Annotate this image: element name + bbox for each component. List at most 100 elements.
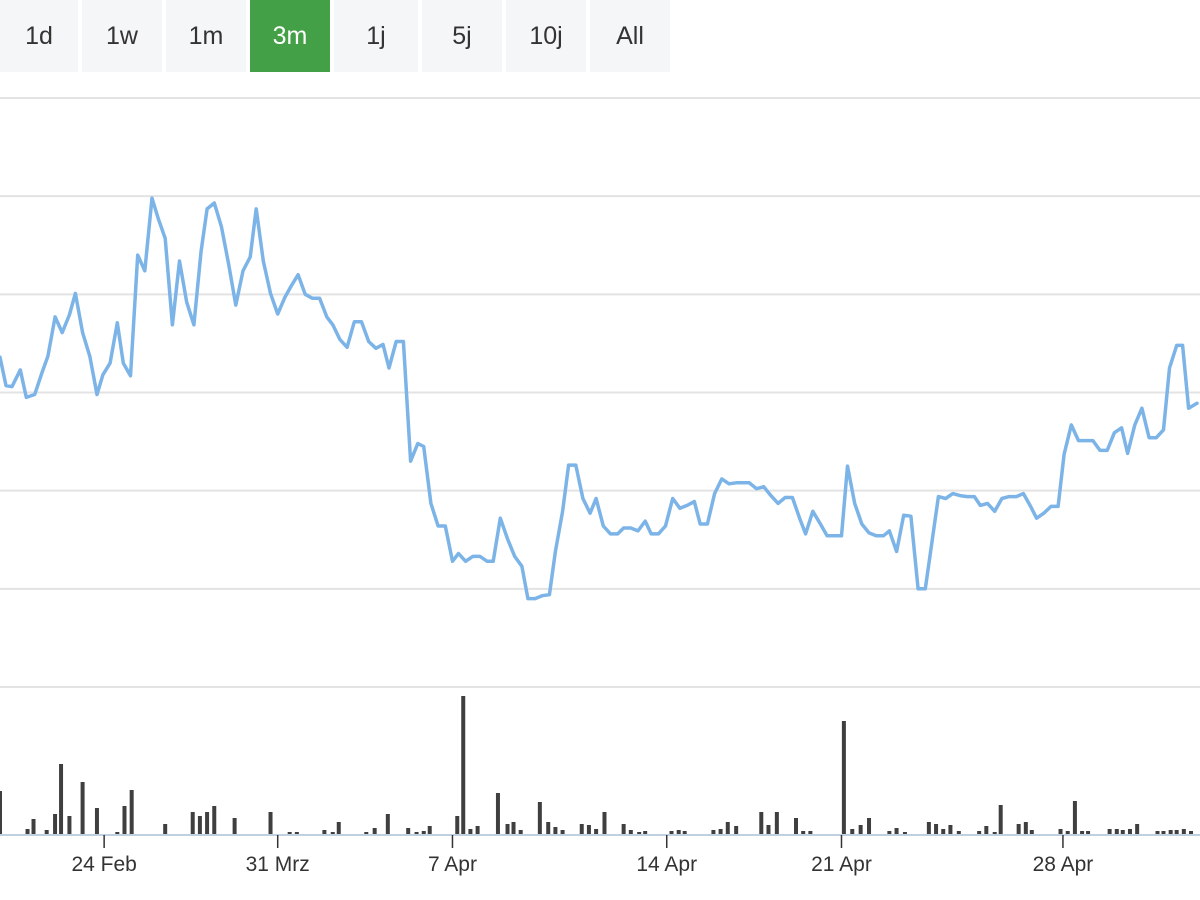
volume-bar [858, 825, 863, 834]
volume-bar [841, 721, 846, 834]
volume-bar [44, 830, 49, 834]
x-tick-label: 21 Apr [811, 853, 872, 876]
volume-bar [977, 831, 982, 834]
volume-bar [546, 822, 551, 834]
range-button-1j[interactable]: 1j [334, 0, 418, 72]
volume-bar [1065, 831, 1070, 834]
volume-bar [643, 831, 648, 834]
volume-bar [579, 824, 584, 834]
volume-bar [495, 793, 500, 834]
volume-bar [948, 825, 953, 834]
volume-bar [1161, 831, 1166, 834]
volume-bar [163, 824, 168, 834]
volume-bar [67, 816, 72, 834]
volume-bar [287, 832, 292, 834]
volume-bar [718, 829, 723, 834]
volume-bar [1016, 824, 1021, 834]
volume-bar [268, 812, 273, 834]
volume-bar [621, 824, 626, 834]
x-tick-label: 7 Apr [428, 853, 477, 876]
volume-bar [461, 696, 466, 834]
volume-bar [455, 816, 460, 834]
volume-bar [427, 826, 432, 834]
volume-bar [934, 824, 939, 834]
x-tick-label: 14 Apr [636, 853, 697, 876]
volume-bar [941, 829, 946, 834]
volume-bar [129, 790, 134, 834]
range-selector: 1d 1w 1m 3m 1j 5j 10j All [0, 0, 674, 72]
volume-bar [190, 812, 195, 834]
volume-bar [759, 812, 764, 834]
volume-bar [322, 830, 327, 834]
volume-bar [1058, 829, 1063, 834]
volume-bar [336, 822, 341, 834]
volume-bar [794, 818, 799, 834]
volume-bar [734, 826, 739, 834]
volume-bar [385, 814, 390, 834]
volume-bar [1086, 831, 1091, 834]
volume-bar [505, 824, 510, 834]
volume-bar [94, 808, 99, 834]
x-tick-label: 24 Feb [71, 853, 136, 876]
volume-bar [518, 830, 523, 834]
volume-bar [682, 831, 687, 834]
volume-bar [294, 832, 299, 834]
range-button-1w[interactable]: 1w [82, 0, 162, 72]
volume-bar [725, 822, 730, 834]
volume-bar [1127, 829, 1132, 834]
volume-bar [232, 818, 237, 834]
volume-bar [801, 831, 806, 834]
volume-bar [867, 818, 872, 834]
volume-bar [421, 831, 426, 834]
range-button-All[interactable]: All [590, 0, 670, 72]
volume-bar [808, 831, 813, 834]
range-button-1m[interactable]: 1m [166, 0, 246, 72]
volume-bar [984, 826, 989, 834]
volume-bar [537, 802, 542, 834]
volume-bar [80, 782, 85, 834]
volume-bar [594, 829, 599, 834]
volume-bar [676, 830, 681, 834]
range-button-3m[interactable]: 3m [250, 0, 330, 72]
volume-bar [560, 830, 565, 834]
volume-bar [1114, 829, 1119, 834]
volume-bar [406, 828, 411, 834]
volume-bar [956, 831, 961, 834]
volume-bar [602, 812, 607, 834]
volume-bar [1023, 822, 1028, 834]
volume-bar [372, 828, 377, 834]
volume-bar [330, 832, 335, 834]
volume-bar [711, 830, 716, 834]
volume-bar [887, 831, 892, 834]
volume-bar [1120, 830, 1125, 834]
volume-bar [1174, 830, 1179, 834]
volume-bar [902, 832, 907, 834]
volume-bar [1072, 801, 1077, 834]
volume-bar [205, 812, 210, 834]
volume-bar [115, 832, 120, 834]
volume-bar [894, 828, 899, 834]
volume-bar [1155, 831, 1160, 834]
volume-bar [197, 816, 202, 834]
volume-bar [926, 822, 931, 834]
volume-bar [1189, 831, 1194, 834]
volume-bar [25, 829, 30, 834]
volume-bar [511, 822, 516, 834]
volume-bar [475, 826, 480, 834]
volume-bar [553, 827, 558, 834]
volume-bar [59, 764, 64, 834]
volume-bar [669, 831, 674, 834]
volume-bar [1135, 824, 1140, 834]
volume-bar [586, 825, 591, 834]
range-button-10j[interactable]: 10j [506, 0, 586, 72]
volume-bar [212, 806, 217, 834]
volume-bar [1168, 830, 1173, 834]
volume-bar [637, 832, 642, 834]
volume-bar [1107, 829, 1112, 834]
volume-bar [364, 832, 369, 834]
volume-bar [31, 819, 36, 834]
range-button-5j[interactable]: 5j [422, 0, 502, 72]
range-button-1d[interactable]: 1d [0, 0, 78, 72]
price-line [0, 196, 1199, 601]
